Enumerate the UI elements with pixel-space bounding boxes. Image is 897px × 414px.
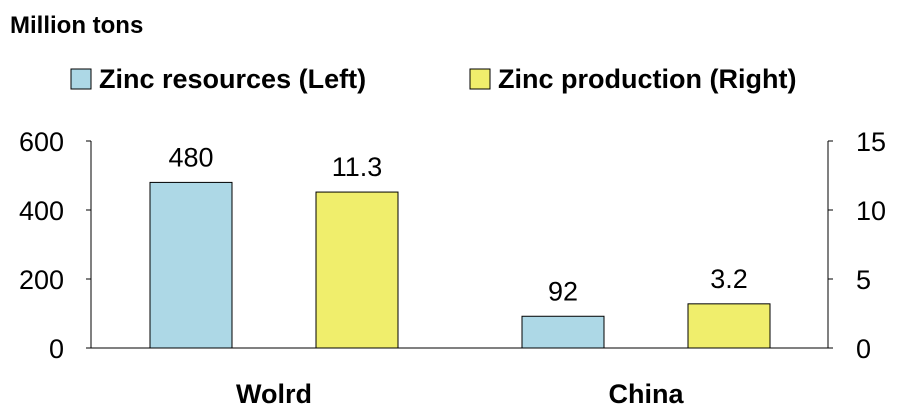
data-label-production: 3.2 [710,264,748,294]
legend-swatch-resources [70,68,92,90]
left-tick-label: 600 [19,127,64,157]
left-tick-label: 0 [49,334,64,364]
bar-resources-1 [521,315,605,349]
data-label-resources: 480 [168,142,213,172]
legend-item-resources: Zinc resources (Left) [70,64,366,94]
bar-resources-0 [149,181,233,349]
legend: Zinc resources (Left) Zinc production (R… [70,64,796,94]
category-label: China [608,379,684,409]
legend-label-resources: Zinc resources (Left) [99,64,366,94]
axes: 0 200 400 600 0 5 10 15 [19,127,886,364]
legend-label-production: Zinc production (Right) [498,64,796,94]
labels: 480 92 11.3 3.2 Wolrd China [168,142,747,409]
bars [149,181,771,349]
right-tick-label: 5 [856,265,871,295]
right-tick-label: 0 [856,334,871,364]
legend-swatch-production [469,68,491,90]
left-tick-label: 200 [19,265,64,295]
right-tick-label: 10 [856,196,886,226]
legend-item-production: Zinc production (Right) [469,64,796,94]
data-label-production: 11.3 [332,152,383,182]
data-label-resources: 92 [548,276,578,306]
right-tick-label: 15 [856,127,886,157]
category-label: Wolrd [236,379,312,409]
bar-production-0 [315,191,399,349]
bar-production-1 [687,303,771,349]
unit-label: Million tons [10,12,143,39]
left-tick-label: 400 [19,196,64,226]
